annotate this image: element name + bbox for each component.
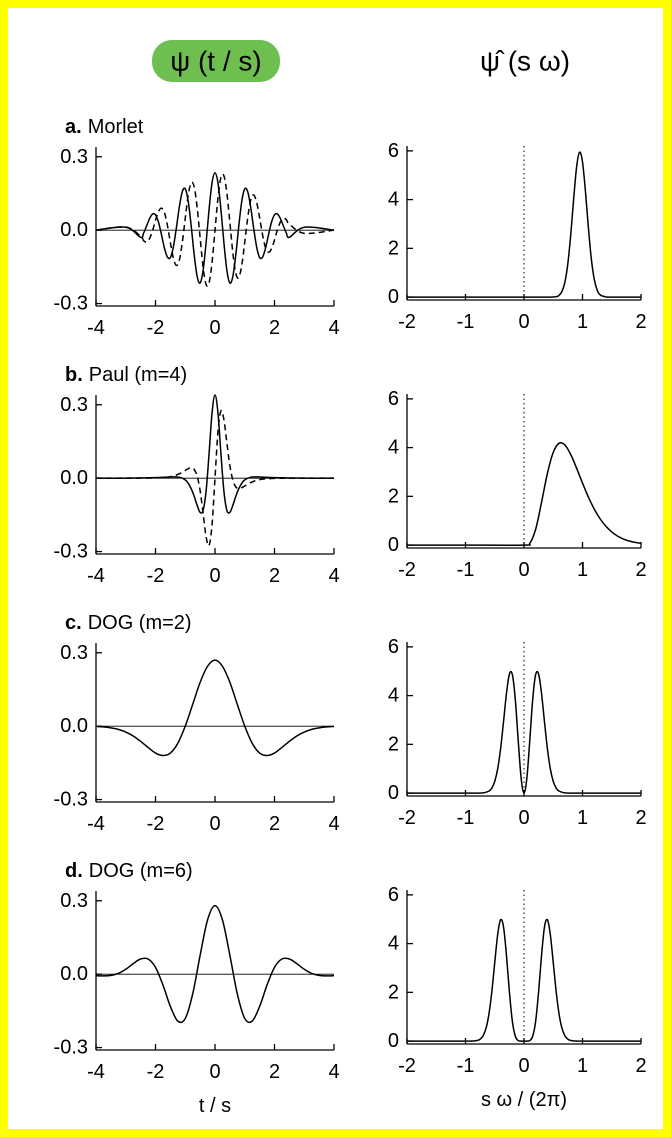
- data-line: [95, 659, 335, 757]
- data-line: [95, 409, 335, 547]
- data-line: [95, 172, 335, 284]
- x-tick-label: -1: [457, 559, 475, 581]
- y-tick-label: 2: [388, 237, 399, 259]
- x-tick-label: -4: [87, 1061, 105, 1083]
- x-tick-label: 1: [577, 559, 588, 581]
- panel-label: b. Paul (m=4): [65, 364, 187, 386]
- panel-label: c. DOG (m=2): [65, 612, 192, 634]
- x-tick-label: -4: [87, 565, 105, 587]
- x-tick-label: -4: [87, 317, 105, 339]
- x-tick-label: 1: [577, 311, 588, 333]
- y-tick-label: 0.0: [60, 219, 88, 241]
- data-line: [406, 918, 641, 1042]
- data-line: [95, 904, 335, 1024]
- x-tick-label: 0: [209, 813, 220, 835]
- panel-name: DOG (m=6): [89, 860, 193, 882]
- column-title: ψ̂ (s ω): [480, 46, 570, 77]
- x-tick-label: 0: [518, 1055, 529, 1077]
- x-tick-label: -2: [398, 1055, 416, 1077]
- panel-name: Paul (m=4): [89, 364, 187, 386]
- x-tick-label: 0: [518, 311, 529, 333]
- data-line: [407, 151, 642, 298]
- y-tick-label: 0.0: [60, 963, 88, 985]
- x-tick-label: 4: [328, 565, 339, 587]
- x-tick-label: -4: [87, 813, 105, 835]
- y-tick-label: 4: [388, 933, 399, 955]
- x-tick-label: 2: [635, 807, 646, 829]
- y-tick-label: 0: [388, 1030, 399, 1052]
- y-tick-label: 0.3: [60, 394, 88, 416]
- panel-name: Morlet: [88, 116, 144, 138]
- panel-label: a. Morlet: [65, 116, 144, 138]
- y-tick-label: 4: [388, 685, 399, 707]
- x-tick-label: 0: [518, 807, 529, 829]
- y-tick-label: 2: [388, 981, 399, 1003]
- x-axis-label: t / s: [199, 1095, 231, 1117]
- y-tick-label: 0.0: [60, 715, 88, 737]
- y-tick-label: 0.3: [60, 890, 88, 912]
- y-tick-label: -0.3: [54, 789, 88, 811]
- y-tick-label: -0.3: [54, 293, 88, 315]
- y-tick-label: 0.0: [60, 467, 88, 489]
- data-line: [407, 441, 642, 546]
- y-tick-label: 2: [388, 733, 399, 755]
- x-tick-label: -1: [457, 311, 475, 333]
- panel-letter: d.: [65, 860, 83, 882]
- x-tick-label: -2: [147, 1061, 165, 1083]
- x-tick-label: 0: [518, 559, 529, 581]
- y-tick-label: -0.3: [54, 1037, 88, 1059]
- x-tick-label: 2: [635, 1055, 646, 1077]
- x-tick-label: -2: [398, 807, 416, 829]
- panel-letter: a.: [65, 116, 82, 138]
- x-tick-label: 4: [328, 813, 339, 835]
- y-tick-label: 0.3: [60, 642, 88, 664]
- x-tick-label: -1: [457, 1055, 475, 1077]
- data-line: [95, 394, 335, 514]
- panel-name: DOG (m=2): [88, 612, 192, 634]
- y-tick-label: 2: [388, 485, 399, 507]
- x-tick-label: -1: [457, 807, 475, 829]
- panel-letter: b.: [65, 364, 83, 386]
- data-line: [407, 670, 641, 794]
- x-tick-label: 2: [269, 813, 280, 835]
- x-tick-label: 0: [209, 317, 220, 339]
- canvas: [8, 8, 663, 1129]
- x-tick-label: 2: [269, 317, 280, 339]
- x-axis-label: s ω / (2π): [481, 1089, 567, 1111]
- x-tick-label: 4: [328, 317, 339, 339]
- x-tick-label: 2: [269, 1061, 280, 1083]
- x-tick-label: -2: [398, 311, 416, 333]
- x-tick-label: -2: [398, 559, 416, 581]
- x-tick-label: -2: [147, 813, 165, 835]
- x-tick-label: 1: [577, 807, 588, 829]
- panel-letter: c.: [65, 612, 82, 634]
- x-tick-label: 4: [328, 1061, 339, 1083]
- y-tick-label: 0: [388, 782, 399, 804]
- x-tick-label: 0: [209, 565, 220, 587]
- x-tick-label: 2: [269, 565, 280, 587]
- title-highlight: [152, 40, 280, 82]
- y-tick-label: 6: [388, 884, 399, 906]
- y-tick-label: 0: [388, 286, 399, 308]
- y-tick-label: -0.3: [54, 541, 88, 563]
- x-tick-label: 0: [209, 1061, 220, 1083]
- y-tick-label: 6: [388, 140, 399, 162]
- y-tick-label: 4: [388, 437, 399, 459]
- y-tick-label: 0.3: [60, 146, 88, 168]
- x-tick-label: 2: [635, 559, 646, 581]
- y-tick-label: 6: [388, 388, 399, 410]
- column-title: ψ (t / s): [170, 46, 262, 77]
- y-tick-label: 6: [388, 636, 399, 658]
- data-line: [95, 173, 335, 287]
- x-tick-label: -2: [147, 565, 165, 587]
- x-tick-label: 1: [577, 1055, 588, 1077]
- panel-label: d. DOG (m=6): [65, 860, 193, 882]
- x-tick-label: 2: [635, 311, 646, 333]
- y-tick-label: 0: [388, 534, 399, 556]
- y-tick-label: 4: [388, 189, 399, 211]
- x-tick-label: -2: [147, 317, 165, 339]
